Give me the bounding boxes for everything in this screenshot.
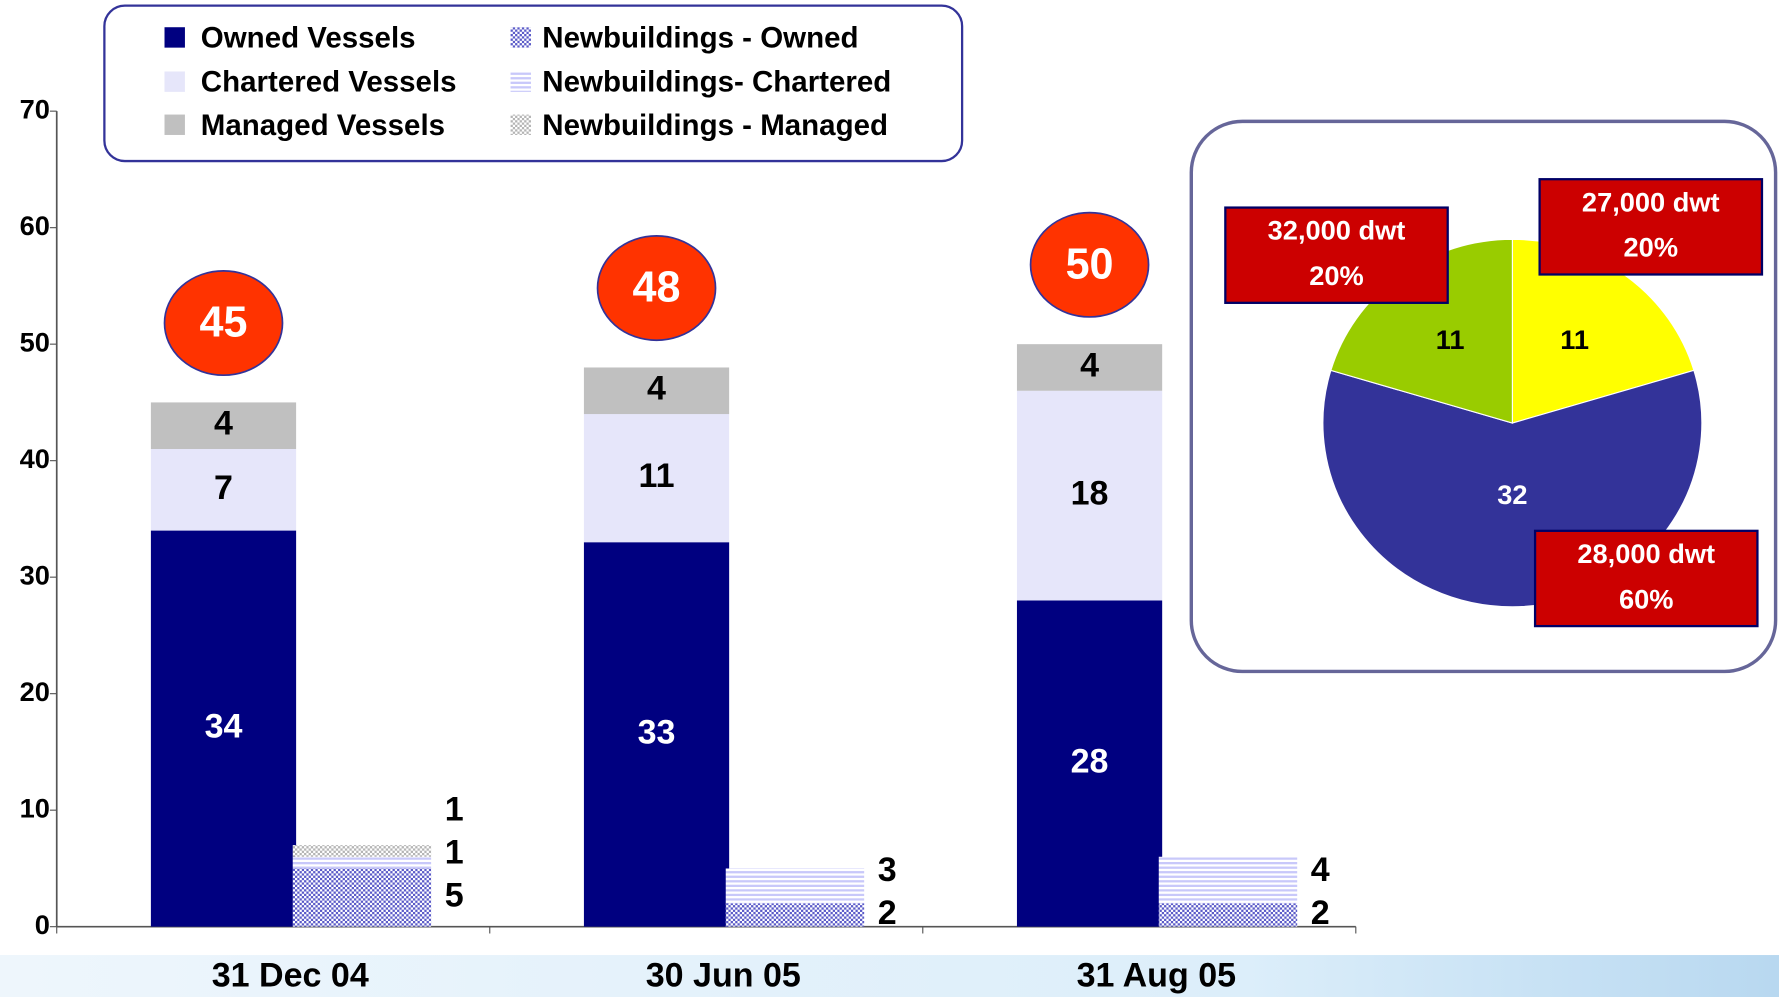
data-label: 7 [214,469,233,507]
bar-segment [583,414,730,543]
y-tick-label: 10 [20,792,50,823]
legend-swatch [164,71,185,92]
bar-segment [1016,390,1163,601]
data-label: 1 [445,790,464,828]
data-label: 2 [878,894,897,932]
bar-segment [583,367,730,415]
callout-percent: 60% [1619,583,1673,614]
bar-segment [150,449,297,531]
bottom-band [0,955,1779,997]
y-tick-label: 50 [20,326,50,357]
data-label: 11 [639,457,675,495]
total-label: 45 [200,299,248,347]
bar-segment [725,903,865,927]
callout-box [1538,178,1764,276]
data-label: 28 [1071,743,1109,781]
y-tick-label: 70 [20,93,50,124]
y-tick-label: 60 [20,210,50,241]
legend-swatch [510,71,531,92]
x-tick-label: 31 Aug 05 [1077,957,1236,995]
callout-box [1533,529,1759,628]
bar-segment [1016,344,1163,391]
legend-swatch [510,27,531,48]
y-tick-label: 0 [35,909,50,940]
bar-segment [292,845,432,857]
bar-segment [1016,600,1163,927]
data-label: 34 [205,708,243,746]
data-label: 4 [1311,851,1330,889]
legend-swatch [164,114,185,135]
bar-segment [725,868,865,904]
total-label: 50 [1066,240,1114,288]
total-bubble [1029,211,1150,318]
legend-label: Managed Vessels [201,109,445,142]
legend-label: Newbuildings - Owned [542,21,858,54]
data-label: 33 [638,713,676,751]
callout-label: 28,000 dwt [1577,538,1715,569]
callout-percent: 20% [1309,260,1363,291]
bar-segment [150,530,297,927]
data-label: 5 [445,877,464,915]
callout-box [1224,206,1449,304]
data-label: 18 [1071,475,1109,513]
total-bubble [596,235,717,342]
y-tick-label: 40 [20,443,50,474]
data-label: 4 [1080,346,1099,384]
data-label: 4 [647,370,666,408]
pie-slice [1511,238,1695,424]
total-label: 48 [633,264,681,312]
bar-segment [292,856,432,869]
slice-label: 11 [1436,324,1465,355]
y-tick-label: 30 [20,559,50,590]
callout-label: 32,000 dwt [1268,215,1406,246]
x-tick-label: 31 Dec 04 [212,957,369,995]
callout-percent: 20% [1624,232,1678,263]
legend-box [103,4,964,163]
slice-label: 11 [1560,324,1589,355]
callout-label: 27,000 dwt [1582,186,1720,217]
bar-segment [1158,903,1298,927]
legend-swatch [510,114,531,135]
bar-segment [292,868,432,927]
legend-swatch [164,27,185,48]
legend-label: Owned Vessels [201,21,416,54]
legend-label: Newbuildings- Chartered [542,66,891,99]
data-label: 3 [878,851,897,889]
data-label: 2 [1311,894,1330,932]
total-bubble [163,269,284,377]
slice-label: 32 [1497,479,1527,510]
x-tick-label: 30 Jun 05 [646,957,801,995]
bar-segment [150,402,297,450]
bar-segment [1158,856,1298,904]
legend-label: Chartered Vessels [201,66,457,99]
y-tick-label: 20 [20,676,50,707]
legend-label: Newbuildings - Managed [542,109,888,142]
data-label: 4 [214,405,233,443]
data-label: 1 [445,833,464,871]
bar-segment [583,542,730,927]
